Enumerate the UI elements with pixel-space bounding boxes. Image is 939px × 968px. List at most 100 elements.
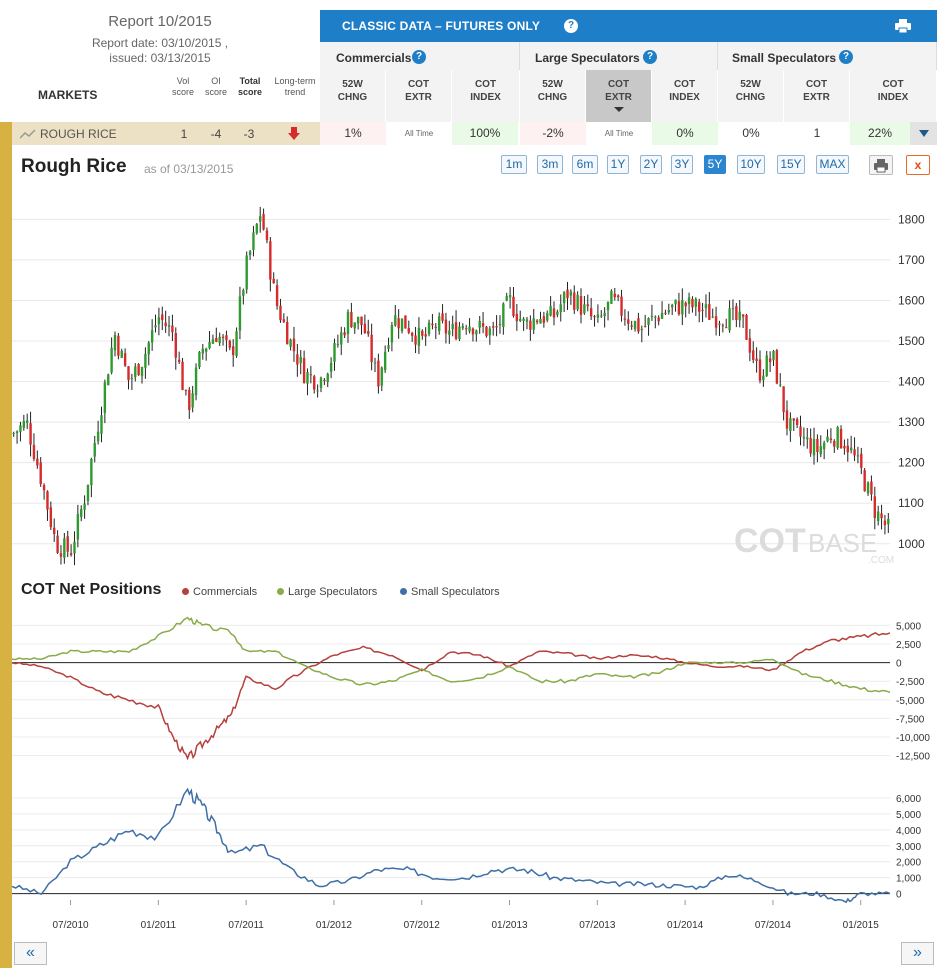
candle-body bbox=[623, 318, 627, 320]
y-tick-label: 1000 bbox=[898, 537, 925, 551]
candle-body bbox=[549, 306, 552, 316]
candle-body bbox=[687, 297, 691, 305]
side-accent-bar bbox=[0, 122, 12, 968]
candle-body bbox=[329, 362, 333, 372]
candle-body bbox=[643, 325, 647, 327]
candle-body bbox=[795, 419, 799, 425]
candle-body bbox=[492, 326, 495, 328]
candle-body bbox=[836, 427, 839, 448]
col-header-line2: INDEX bbox=[669, 92, 700, 103]
group-large-speculators: Large Speculators ? bbox=[520, 42, 718, 70]
cell-large-52w: -2% bbox=[520, 122, 586, 145]
markets-header: MARKETS bbox=[38, 88, 98, 102]
range-button-10y[interactable]: 10Y bbox=[737, 155, 765, 174]
col-header-line1: COT bbox=[474, 79, 497, 90]
candle-body bbox=[616, 295, 620, 298]
range-button-1m[interactable]: 1m bbox=[501, 155, 527, 174]
col-header-line2: EXTR bbox=[803, 92, 830, 103]
chart-close-button[interactable]: x bbox=[906, 155, 930, 175]
trend-header[interactable]: Long-term trend bbox=[269, 76, 321, 98]
market-name[interactable]: ROUGH RICE bbox=[40, 127, 117, 141]
candle-body bbox=[741, 314, 745, 317]
candle-body bbox=[670, 304, 674, 308]
candle-body bbox=[681, 300, 684, 315]
chart-print-button[interactable] bbox=[869, 155, 893, 175]
candle-body bbox=[161, 314, 164, 321]
help-icon[interactable]: ? bbox=[839, 50, 853, 64]
candle-body bbox=[475, 330, 478, 335]
candle-body bbox=[539, 318, 542, 324]
nav-prev-button[interactable]: « bbox=[14, 942, 47, 965]
print-icon bbox=[874, 159, 888, 173]
col-header-line2: INDEX bbox=[470, 92, 501, 103]
candle-body bbox=[367, 331, 370, 335]
range-button-3y[interactable]: 3Y bbox=[671, 155, 693, 174]
candle-body bbox=[309, 374, 313, 376]
col-header-line2: CHNG bbox=[337, 92, 368, 103]
col-small-extr[interactable]: COT EXTR bbox=[784, 70, 850, 122]
col-small-index[interactable]: COT INDEX bbox=[850, 70, 937, 122]
col-header-line2: CHNG bbox=[735, 92, 766, 103]
col-large-index[interactable]: COT INDEX bbox=[652, 70, 718, 122]
candle-body bbox=[194, 367, 198, 396]
range-button-6m[interactable]: 6m bbox=[572, 155, 598, 174]
vol-score-header[interactable]: Vol score bbox=[170, 76, 196, 98]
candle-body bbox=[363, 323, 367, 333]
legend-dot-commercials bbox=[182, 588, 189, 595]
candle-body bbox=[32, 444, 36, 459]
candle-body bbox=[755, 358, 758, 361]
total-score-header[interactable]: Total score bbox=[235, 76, 265, 98]
oi-header-line2: score bbox=[204, 87, 227, 97]
candle-body bbox=[356, 316, 360, 324]
col-commercials-chng[interactable]: 52W CHNG bbox=[320, 70, 386, 122]
y-tick-label: -10,000 bbox=[896, 733, 930, 744]
col-commercials-index[interactable]: COT INDEX bbox=[452, 70, 520, 122]
candle-body bbox=[485, 326, 488, 337]
range-button-5y[interactable]: 5Y bbox=[704, 155, 726, 174]
candle-body bbox=[633, 321, 637, 329]
nav-next-button[interactable]: » bbox=[901, 942, 934, 965]
report-title: Report 10/2015 bbox=[108, 13, 212, 30]
candle-body bbox=[674, 299, 677, 305]
candle-body bbox=[660, 312, 664, 319]
candle-body bbox=[586, 304, 589, 307]
help-icon[interactable]: ? bbox=[564, 19, 578, 33]
cell-comm-index: 100% bbox=[452, 122, 518, 145]
candle-body bbox=[410, 332, 414, 336]
classic-data-title: CLASSIC DATA – FUTURES ONLY bbox=[342, 19, 541, 33]
col-large-extr[interactable]: COT EXTR bbox=[586, 70, 652, 122]
range-button-1y[interactable]: 1Y bbox=[607, 155, 629, 174]
range-button-15y[interactable]: 15Y bbox=[777, 155, 805, 174]
candle-body bbox=[427, 322, 431, 335]
range-button-max[interactable]: MAX bbox=[816, 155, 849, 174]
y-tick-label: 1500 bbox=[898, 334, 925, 348]
watermark-cot: COT bbox=[734, 522, 806, 560]
market-row-rough-rice[interactable]: ROUGH RICE 1 -4 -3 1% All Time 100% -2% All … bbox=[12, 122, 937, 145]
col-header-line2: EXTR bbox=[405, 92, 432, 103]
oi-score-header[interactable]: OI score bbox=[202, 76, 230, 98]
help-icon[interactable]: ? bbox=[643, 50, 657, 64]
col-header-line1: COT bbox=[882, 79, 904, 90]
candle-body bbox=[86, 484, 90, 501]
candle-body bbox=[880, 513, 883, 519]
row-expand-button[interactable] bbox=[910, 122, 937, 145]
y-tick-label: 1400 bbox=[898, 375, 925, 389]
candle-body bbox=[424, 334, 427, 337]
print-icon[interactable] bbox=[895, 19, 911, 33]
col-header-line1: COT bbox=[805, 79, 828, 90]
candle-body bbox=[704, 304, 708, 309]
col-large-chng[interactable]: 52W CHNG bbox=[520, 70, 586, 122]
x-tick-label: 07/2013 bbox=[579, 920, 616, 931]
candle-body bbox=[316, 390, 319, 392]
col-commercials-extr[interactable]: COT EXTR bbox=[386, 70, 452, 122]
range-button-3m[interactable]: 3m bbox=[537, 155, 563, 174]
range-button-2y[interactable]: 2Y bbox=[640, 155, 662, 174]
candle-body bbox=[448, 330, 451, 335]
candle-body bbox=[275, 285, 279, 306]
candle-body bbox=[562, 292, 566, 304]
col-small-chng[interactable]: 52W CHNG bbox=[718, 70, 784, 122]
help-icon[interactable]: ? bbox=[412, 50, 426, 64]
candle-body bbox=[576, 294, 579, 310]
candle-body bbox=[738, 311, 741, 321]
